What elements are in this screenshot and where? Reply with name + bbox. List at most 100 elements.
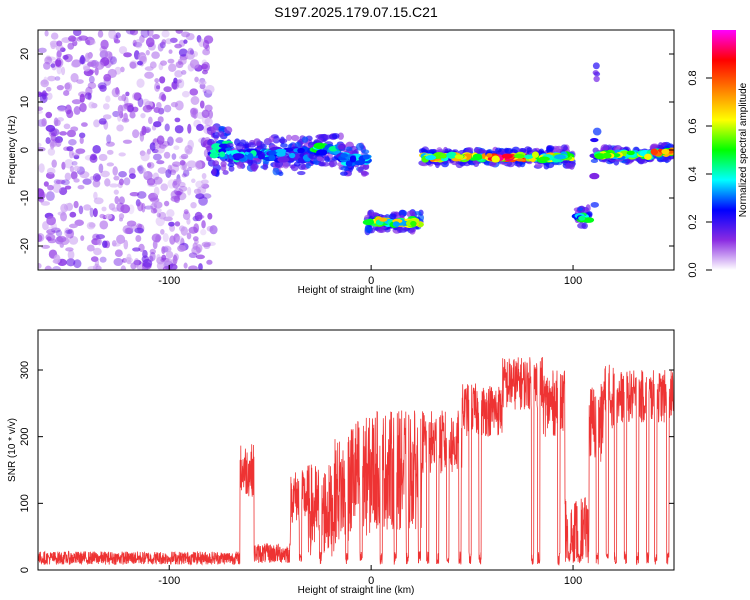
- heatmap-noise-blob: [205, 84, 215, 94]
- heatmap-noise-blob: [111, 240, 117, 247]
- heatmap-feature-halo: [592, 62, 600, 70]
- heatmap-noise-blob: [87, 82, 97, 90]
- heatmap-feature-core: [268, 150, 276, 156]
- heatmap-noise-blob: [156, 135, 165, 145]
- heatmap-feature-halo: [577, 207, 583, 212]
- heatmap-noise-blob: [173, 77, 178, 84]
- heatmap-noise-blob: [178, 185, 188, 192]
- heatmap-noise-blob: [159, 41, 166, 49]
- heatmap-noise-blob: [64, 185, 72, 190]
- heatmap-noise-blob: [115, 32, 121, 39]
- heatmap-noise-blob: [174, 117, 181, 123]
- heatmap-noise-blob: [89, 154, 98, 163]
- heatmap-noise-blob: [98, 153, 108, 162]
- heatmap-noise-blob: [117, 104, 124, 115]
- heatmap-noise-blob: [106, 134, 112, 144]
- heatmap-noise-blob: [104, 213, 113, 220]
- heatmap-noise-blob: [198, 38, 205, 48]
- heatmap-feature-halo: [236, 161, 244, 169]
- chart-title: S197.2025.179.07.15.C21: [274, 4, 438, 20]
- heatmap-noise-blob: [54, 136, 63, 144]
- heatmap-noise-blob: [174, 79, 182, 84]
- heatmap-noise-blob: [60, 179, 70, 186]
- heatmap-noise-blob: [50, 227, 61, 233]
- heatmap-noise-blob: [169, 37, 178, 43]
- heatmap-noise-blob: [156, 102, 162, 109]
- heatmap-noise-blob: [87, 61, 94, 67]
- heatmap-noise-blob: [133, 259, 142, 266]
- heatmap-noise-blob: [40, 79, 49, 85]
- heatmap-noise-blob: [163, 104, 172, 113]
- heatmap-feature-halo: [211, 168, 217, 176]
- heatmap-noise-blob: [132, 39, 137, 47]
- heatmap-noise-blob: [50, 63, 56, 68]
- heatmap-noise-blob: [52, 266, 62, 270]
- heatmap-noise-blob: [147, 116, 153, 125]
- heatmap-noise-blob: [59, 47, 66, 53]
- heatmap-noise-blob: [208, 110, 214, 119]
- heatmap-feature-halo: [590, 201, 599, 208]
- heatmap-noise-blob: [89, 207, 94, 218]
- heatmap-x-tick-label: 100: [564, 275, 582, 287]
- heatmap-noise-blob: [189, 88, 199, 96]
- heatmap-noise-blob: [189, 59, 200, 69]
- heatmap-feature-halo: [250, 163, 259, 172]
- heatmap-noise-blob: [71, 161, 78, 166]
- heatmap-noise-blob: [183, 262, 188, 269]
- heatmap-noise-blob: [161, 246, 166, 255]
- heatmap-feature-halo: [627, 158, 634, 163]
- heatmap-feature-halo: [361, 170, 368, 177]
- heatmap-noise-blob: [180, 153, 189, 160]
- heatmap-noise-blob: [184, 144, 193, 155]
- heatmap-feature-core: [644, 153, 652, 160]
- heatmap-noise-blob: [112, 110, 120, 118]
- heatmap-noise-blob: [133, 257, 140, 268]
- snr-frame: [37, 329, 675, 571]
- heatmap-noise-blob: [122, 139, 133, 144]
- heatmap-noise-blob: [93, 247, 102, 256]
- heatmap-noise-blob: [79, 93, 85, 103]
- heatmap-noise-blob: [186, 217, 191, 225]
- heatmap-noise-blob: [44, 56, 53, 65]
- heatmap-noise-blob: [146, 105, 152, 110]
- heatmap-feature-halo: [272, 167, 280, 176]
- heatmap-feature-halo: [519, 148, 527, 153]
- heatmap-noise-blob: [196, 35, 202, 43]
- heatmap-noise-blob: [174, 221, 181, 227]
- heatmap-feature-halo: [222, 170, 229, 175]
- heatmap-noise-blob: [156, 212, 161, 218]
- heatmap-feature-halo: [592, 70, 599, 76]
- heatmap-noise-blob: [206, 259, 213, 265]
- heatmap-noise-blob: [57, 105, 67, 111]
- heatmap-noise-blob: [143, 171, 148, 177]
- heatmap-noise-blob: [152, 172, 159, 181]
- heatmap-noise-blob: [90, 256, 99, 262]
- heatmap-feature-core: [362, 219, 375, 226]
- heatmap-feature-halo: [272, 135, 281, 144]
- heatmap-noise-blob: [151, 51, 160, 59]
- heatmap-feature-halo: [220, 164, 227, 172]
- heatmap-noise-blob: [118, 196, 125, 205]
- heatmap-noise-blob: [46, 92, 53, 100]
- heatmap-feature-halo: [650, 143, 659, 149]
- heatmap-noise-blob: [167, 136, 174, 147]
- heatmap-noise-blob: [120, 204, 131, 214]
- heatmap-noise-blob: [108, 203, 116, 211]
- heatmap-feature-halo: [340, 171, 348, 176]
- heatmap-noise-blob: [66, 146, 74, 152]
- heatmap-noise-blob: [53, 254, 61, 264]
- heatmap-feature-halo: [331, 132, 340, 140]
- heatmap-noise-blob: [73, 178, 80, 183]
- heatmap-noise-blob: [64, 172, 72, 181]
- heatmap-noise-blob: [175, 235, 184, 245]
- heatmap-noise-blob: [194, 211, 203, 222]
- heatmap-noise-blob: [125, 30, 136, 35]
- heatmap-feature-core: [417, 222, 424, 228]
- heatmap-noise-blob: [74, 219, 84, 226]
- heatmap-feature-halo: [337, 132, 344, 140]
- heatmap-noise-blob: [83, 204, 92, 211]
- heatmap-noise-blob: [92, 145, 101, 154]
- heatmap-noise-blob: [73, 30, 82, 37]
- heatmap-feature-core: [276, 151, 286, 157]
